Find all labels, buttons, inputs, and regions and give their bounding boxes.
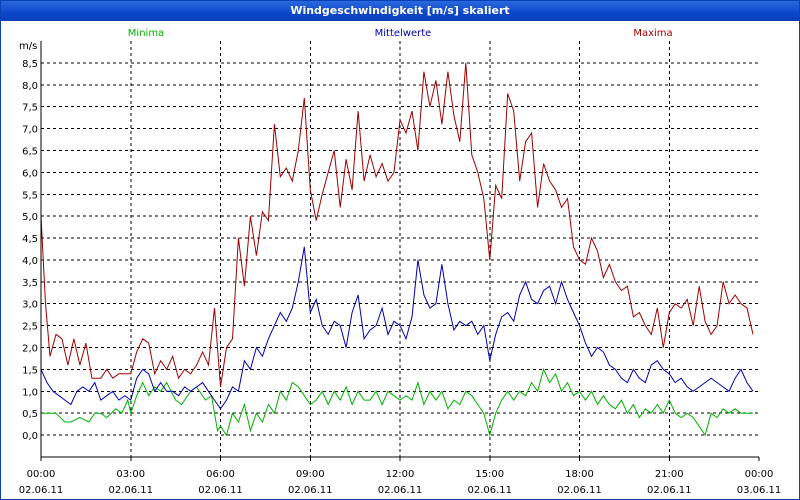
x-tick-date-label: 02.06.11 bbox=[378, 485, 423, 496]
x-tick-time-label: 21:00 bbox=[655, 469, 684, 480]
series-line-mittelwerte bbox=[40, 246, 754, 410]
series-line-minima bbox=[41, 367, 753, 438]
title-bar: Windgeschwindigkeit [m/s] skaliert bbox=[1, 1, 799, 21]
y-tick-label: 1,0 bbox=[22, 387, 38, 398]
x-tick-time-label: 03:00 bbox=[116, 469, 145, 480]
wind-speed-chart: 0,0 0,5 1,0 1,5 2,0 2,5 3,0 3,5 4,0 4,5 5,0 5,5 6,0 6… bbox=[19, 28, 782, 496]
x-tick-date-label: 02.06.11 bbox=[467, 485, 512, 496]
y-tick-label: 0,0 bbox=[22, 431, 38, 442]
legend-minima: Minima bbox=[128, 28, 164, 39]
y-tick-label: 6,5 bbox=[22, 146, 38, 157]
y-tick-label: 0,5 bbox=[22, 409, 38, 420]
y-tick-label: 1,5 bbox=[22, 365, 38, 376]
y-tick-label: 2,0 bbox=[22, 344, 38, 355]
y-tick-label: 2,5 bbox=[22, 322, 38, 333]
legend-maxima: Maxima bbox=[633, 28, 672, 39]
x-tick-time-label: 09:00 bbox=[296, 469, 325, 480]
x-tick-time-label: 00:00 bbox=[27, 469, 56, 480]
y-tick-label: 7,5 bbox=[22, 103, 38, 114]
series-line-maxima bbox=[40, 62, 754, 387]
y-tick-label: 3,5 bbox=[22, 278, 38, 289]
labels: 0,0 0,5 1,0 1,5 2,0 2,5 3,0 3,5 4,0 4,5 5,0 5,5 6,0 6… bbox=[19, 28, 782, 496]
y-axis-unit-label: m/s bbox=[19, 41, 37, 52]
x-tick-date-label: 02.06.11 bbox=[198, 485, 243, 496]
x-tick-time-label: 12:00 bbox=[386, 469, 415, 480]
x-tick-date-label: 02.06.11 bbox=[647, 485, 692, 496]
x-tick-time-label: 06:00 bbox=[206, 469, 235, 480]
y-tick-label: 3,0 bbox=[22, 300, 38, 311]
x-tick-date-label: 02.06.11 bbox=[288, 485, 333, 496]
axes bbox=[40, 41, 760, 461]
y-tick-label: 8,5 bbox=[22, 59, 38, 70]
y-tick-label: 5,0 bbox=[22, 212, 38, 223]
y-tick-label: 8,0 bbox=[22, 81, 38, 92]
y-tick-label: 4,0 bbox=[22, 256, 38, 267]
x-tick-date-label: 02.06.11 bbox=[557, 485, 602, 496]
y-tick-label: 7,0 bbox=[22, 125, 38, 136]
x-tick-time-label: 15:00 bbox=[475, 469, 504, 480]
x-tick-time-label: 00:00 bbox=[745, 469, 774, 480]
legend-mittelwerte: Mittelwerte bbox=[375, 28, 432, 39]
x-tick-time-label: 18:00 bbox=[565, 469, 594, 480]
y-tick-label: 4,5 bbox=[22, 234, 38, 245]
y-tick-label: 5,5 bbox=[22, 190, 38, 201]
x-tick-date-label: 02.06.11 bbox=[19, 485, 64, 496]
y-tick-label: 6,0 bbox=[22, 168, 38, 179]
series-lines bbox=[40, 62, 754, 438]
x-tick-date-label: 03.06.11 bbox=[737, 485, 782, 496]
x-tick-date-label: 02.06.11 bbox=[108, 485, 153, 496]
